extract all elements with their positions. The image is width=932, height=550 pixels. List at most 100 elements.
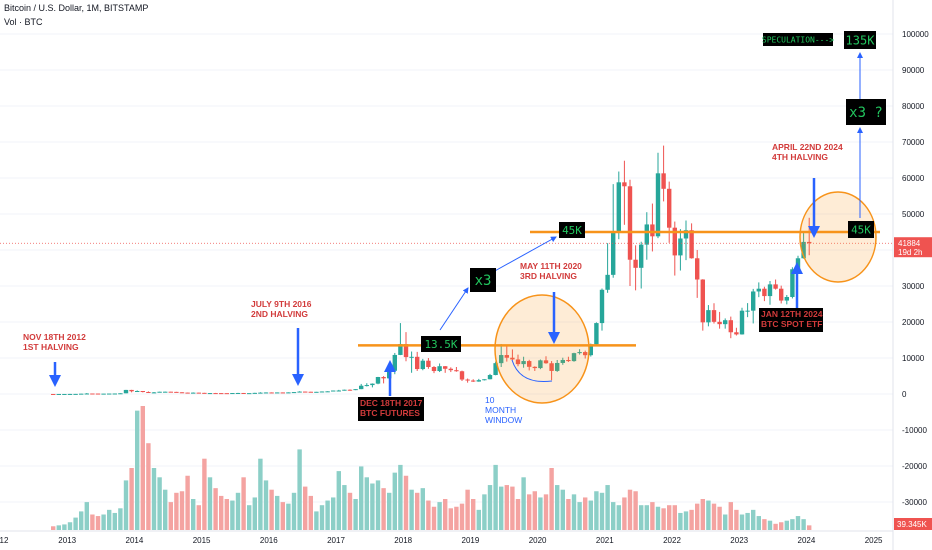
candle-body xyxy=(487,375,493,380)
volume-bar xyxy=(297,449,302,530)
volume-bar xyxy=(437,502,442,530)
volume-bar xyxy=(767,520,773,530)
volume-bar xyxy=(118,508,123,530)
volume-bar xyxy=(67,522,73,530)
candle-body xyxy=(398,344,403,355)
volume-bar xyxy=(146,443,151,530)
volume-bar xyxy=(247,505,252,530)
candle-body xyxy=(672,227,677,256)
candle-body xyxy=(560,359,565,363)
halving-window-circle xyxy=(494,294,590,404)
volume-bar xyxy=(790,519,795,530)
volume-bar xyxy=(336,471,341,530)
y-tick-label: 60000 xyxy=(902,174,925,183)
volume-bar xyxy=(90,514,95,530)
candle-body xyxy=(555,362,560,371)
candle-body xyxy=(588,344,593,356)
volume-bar xyxy=(308,495,313,530)
candle-body xyxy=(599,289,605,324)
candle-body xyxy=(650,224,655,237)
speculation-box xyxy=(763,33,833,46)
window-label-line: 10 xyxy=(485,395,495,405)
volume-bar xyxy=(471,499,476,530)
volume-bar xyxy=(179,491,185,530)
y-tick-label: 90000 xyxy=(902,66,925,75)
candle-body xyxy=(739,310,745,335)
volume-bar xyxy=(678,512,683,530)
candle-body xyxy=(303,391,308,393)
candle-body xyxy=(347,389,353,391)
candle-body xyxy=(90,393,95,395)
candle-body xyxy=(364,385,369,387)
candle-body xyxy=(538,360,543,369)
candle-body xyxy=(409,356,414,358)
volume-bar xyxy=(566,499,571,530)
candle-body xyxy=(252,392,257,394)
volume-bar xyxy=(588,500,593,530)
x-tick-label: 2016 xyxy=(260,536,278,545)
volume-bar xyxy=(443,499,448,530)
futures-arrow-head xyxy=(384,360,396,372)
candle-body xyxy=(443,366,448,369)
candle-body xyxy=(370,383,375,386)
candle-body xyxy=(795,258,801,270)
volume-bar xyxy=(415,492,420,530)
candle-body xyxy=(431,367,437,372)
candle-body xyxy=(308,391,313,393)
grid-layer xyxy=(0,33,893,503)
value-135k-label: 135K xyxy=(846,33,876,47)
candle-body xyxy=(381,377,386,379)
halving-3-label-line: 3RD HALVING xyxy=(520,271,577,281)
candle-body xyxy=(437,366,442,372)
last-price-value: 41884 xyxy=(898,239,921,248)
window-curve xyxy=(511,359,553,383)
candle-body xyxy=(426,360,431,367)
candle-body xyxy=(224,393,229,395)
volume-bar xyxy=(583,497,588,530)
volume-bar xyxy=(95,516,101,530)
volume-bar xyxy=(454,506,459,530)
candle-body xyxy=(168,391,173,393)
volume-bar xyxy=(644,505,649,530)
volume-bar xyxy=(319,505,325,530)
volume-bar xyxy=(314,511,319,530)
volume-bar xyxy=(465,489,470,530)
volume-bar xyxy=(560,489,565,530)
volume-bar xyxy=(672,505,677,530)
volume-bar xyxy=(700,499,705,530)
volume-bar xyxy=(482,494,487,530)
volume-bar xyxy=(717,506,722,530)
candle-body xyxy=(118,393,123,395)
y-tick-label: 20000 xyxy=(902,318,925,327)
candle-body xyxy=(801,241,806,259)
candle-body xyxy=(325,391,330,393)
candle-body xyxy=(157,391,162,393)
candle-body xyxy=(762,288,767,297)
candle-body xyxy=(493,363,498,376)
volume-bar xyxy=(275,495,280,530)
volume-bar xyxy=(191,499,196,530)
candle-body xyxy=(179,392,185,394)
volume-bar xyxy=(762,519,767,530)
candle-body xyxy=(611,231,616,275)
volume-bar xyxy=(56,525,61,530)
candle-body xyxy=(342,389,347,391)
volume-bar xyxy=(157,477,162,530)
volume-bar xyxy=(79,511,84,530)
volume-bar xyxy=(784,520,789,530)
volume-bar xyxy=(381,488,386,530)
candle-body xyxy=(695,258,700,280)
multiplier-x3-label: x3 xyxy=(475,273,492,289)
volume-bar xyxy=(689,509,694,530)
value-45k-b-box xyxy=(848,221,874,238)
candle-body xyxy=(689,230,694,259)
last-price-countdown: 19d 2h xyxy=(898,248,922,257)
volume-bar xyxy=(392,472,397,530)
volume-bar xyxy=(527,494,532,530)
volume-bar xyxy=(73,517,78,530)
volume-bar xyxy=(627,489,633,530)
candle-body xyxy=(756,288,761,292)
candle-body xyxy=(622,182,627,187)
